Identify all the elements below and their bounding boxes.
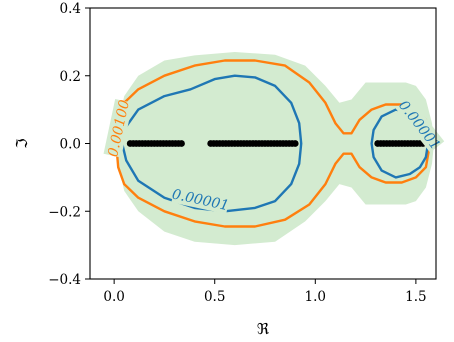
x-axis-ticks: 0.0 0.5 1.0 1.5 [103,279,427,305]
eigenvalue-points-layer [110,140,427,147]
x-tick-label: 0.5 [204,289,225,305]
eigenvalue-point [291,140,299,147]
stable-region [116,52,434,246]
x-axis-label: ℜ [257,320,270,338]
contour-label-background [395,97,445,153]
y-tick-label: −0.4 [48,272,81,288]
x-tick-label: 1.5 [405,289,426,305]
contour-label-background [171,184,230,215]
contour-label-background [103,98,133,158]
y-tick-label: 0.2 [60,69,81,85]
y-tick-label: −0.2 [48,204,81,220]
x-tick-label: 0.0 [103,289,124,305]
x-tick-label: 1.0 [305,289,326,305]
y-axis-ticks: −0.4 −0.2 0.0 0.2 0.4 [48,1,90,288]
eigenvalue-point [178,140,185,147]
y-axis-label: ℑ [13,138,31,148]
stable-region-layer [116,52,434,246]
y-tick-label: 0.4 [60,1,81,17]
contour-line-2 [370,108,430,179]
y-tick-label: 0.0 [60,137,81,153]
